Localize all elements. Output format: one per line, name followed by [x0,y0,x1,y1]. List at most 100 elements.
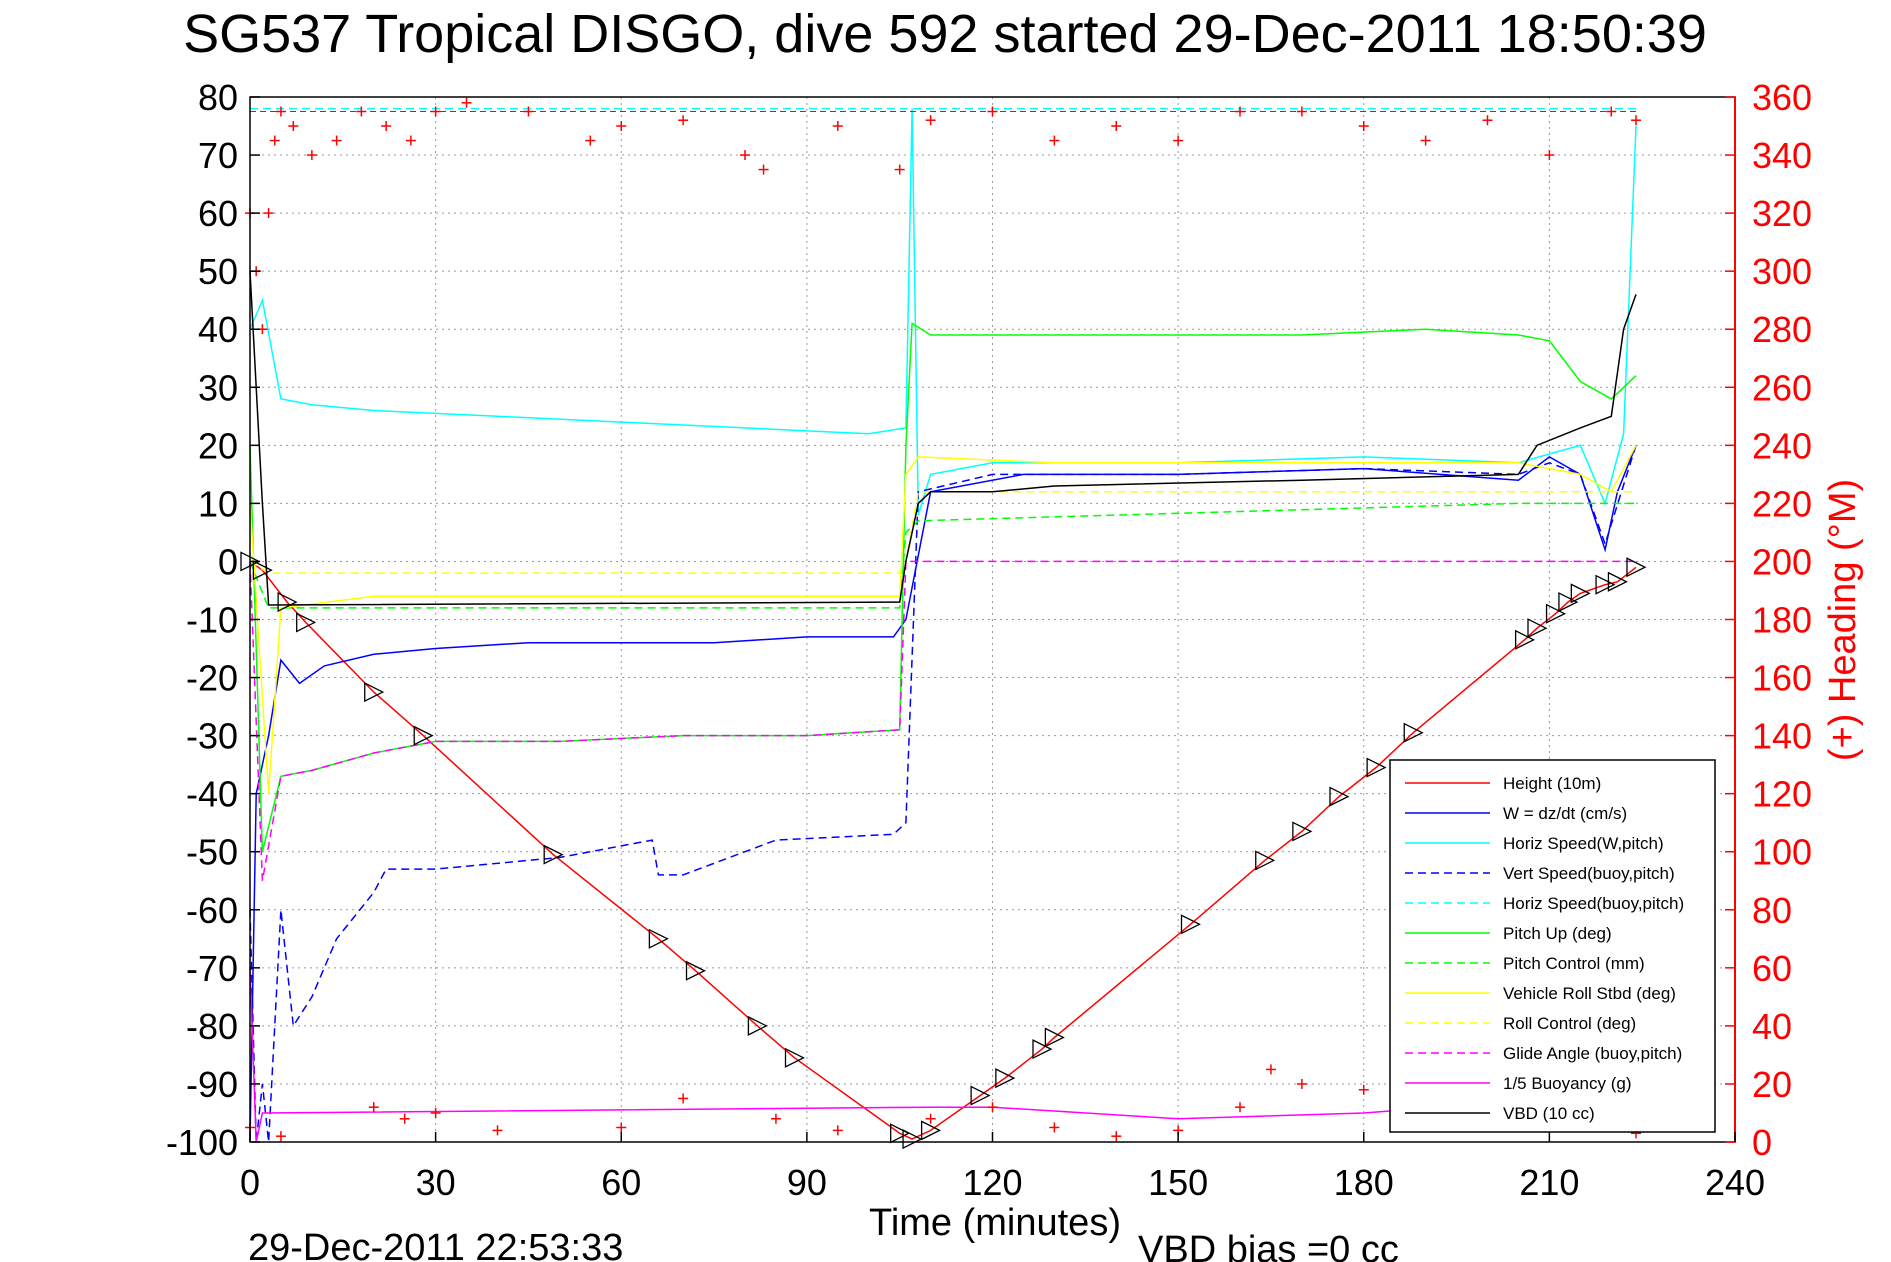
series-horiz [249,108,1637,516]
grid-lines [250,97,1735,1142]
legend-label-glide: Glide Angle (buoy,pitch) [1503,1044,1682,1063]
legend-label-height: Height (10m) [1503,774,1601,793]
height-marker [784,1047,805,1068]
heading-point [306,150,317,161]
y2-tick-label: 260 [1752,367,1812,408]
legend-label-horiz_buoy: Horiz Speed(buoy,pitch) [1503,894,1684,913]
y2-tick-label: 280 [1752,309,1812,350]
x-tick-label: 60 [601,1162,641,1203]
heading-point [1111,121,1122,132]
height-marker [1292,821,1313,842]
heading-point [381,121,392,132]
legend: Height (10m) W = dz/dt (cm/s) Horiz Speed(… [1389,759,1716,1133]
x-tick-label: 0 [240,1162,260,1203]
y2-tick-label: 240 [1752,425,1812,466]
x-tick-label: 30 [416,1162,456,1203]
series-roll [249,444,1637,794]
heading-point [925,115,936,126]
legend-label-vbd: VBD (10 cc) [1503,1104,1595,1123]
height-marker [1570,583,1591,604]
heading-point [1111,1131,1122,1142]
heading-point [1049,135,1060,146]
y-tick-label: 10 [198,483,238,524]
legend-label-vert_buoy: Vert Speed(buoy,pitch) [1503,864,1675,883]
height-marker [1527,618,1548,639]
y-tick-label: 70 [198,135,238,176]
heading-point [758,164,769,175]
y2-tick-label: 220 [1752,483,1812,524]
y-tick-label: -20 [186,658,238,699]
heading-point [368,1102,379,1113]
x-tick-label: 90 [787,1162,827,1203]
y-tick-label: 80 [198,77,238,118]
y2-tick-label: 340 [1752,135,1812,176]
legend-label-buoyancy: 1/5 Buoyancy (g) [1503,1074,1632,1093]
height-marker [1366,757,1387,778]
heading-point [770,1113,781,1124]
legend-label-w: W = dz/dt (cm/s) [1503,804,1627,823]
y-tick-label: 60 [198,193,238,234]
heading-point [616,1122,627,1133]
y2-tick-label: 140 [1752,716,1812,757]
height-marker [995,1068,1016,1089]
heading-point [1265,1064,1276,1075]
legend-label-horiz: Horiz Speed(W,pitch) [1503,834,1664,853]
heading-point [925,1113,936,1124]
y2-tick-label: 100 [1752,832,1812,873]
y-tick-label: 40 [198,309,238,350]
legend-box [1389,759,1716,1133]
heading-point [894,164,905,175]
heading-point [492,1125,503,1136]
y2-tick-label: 180 [1752,600,1812,641]
y-tick-label: -60 [186,890,238,931]
x-tick-label: 210 [1519,1162,1579,1203]
x-tick-label: 120 [962,1162,1022,1203]
heading-point [1235,1102,1245,1113]
footer-timestamp: 29-Dec-2011 22:53:33 [248,1227,623,1262]
series-pitch_ctl [249,502,1636,609]
y2-tick-label: 200 [1752,541,1812,582]
height-marker [648,928,669,949]
heading-point [1631,115,1641,126]
y-tick-label: -90 [186,1064,238,1105]
y2-axis-label: (+) Heading (°M) [1822,479,1864,761]
heading-point [678,1093,689,1104]
legend-label-pitch: Pitch Up (deg) [1503,924,1612,943]
heading-point [1296,1078,1307,1089]
heading-point [987,1102,998,1113]
y2-tick-label: 160 [1752,658,1812,699]
height-marker [364,682,385,703]
legend-label-pitch_ctl: Pitch Control (mm) [1503,954,1645,973]
height-marker [277,592,298,613]
y2-tick-label: 120 [1752,774,1812,815]
y-tick-label: -10 [186,600,238,641]
height-marker [296,612,317,633]
x-tick-label: 180 [1334,1162,1394,1203]
y2-axis-ticks: 3603403203002802602402202001801601401201… [1725,77,1812,1163]
series-vert_buoy [249,445,1637,1143]
height-marker [1329,786,1350,807]
y-tick-label: -50 [186,832,238,873]
height-marker [970,1085,991,1106]
y2-tick-label: 80 [1752,890,1792,931]
height-marker [902,1129,923,1150]
heading-point [263,208,274,219]
series-vbd [249,271,1637,606]
y2-tick-label: 20 [1752,1064,1792,1105]
heading-point [616,121,627,132]
y2-tick-label: 300 [1752,251,1812,292]
heading-point [1544,150,1555,161]
heading-point [1173,135,1184,146]
heading-point [678,115,689,126]
height-marker [252,560,273,581]
heading-point [832,1125,843,1136]
heading-point [1420,135,1431,146]
heading-point [1049,1122,1060,1133]
heading-point [740,150,750,161]
height-marker [1514,629,1536,650]
y-tick-label: -70 [186,948,238,989]
y2-tick-label: 60 [1752,948,1792,989]
height-marker [1044,1027,1065,1048]
y-tick-label: 0 [218,541,238,582]
height-marker [1595,574,1616,595]
